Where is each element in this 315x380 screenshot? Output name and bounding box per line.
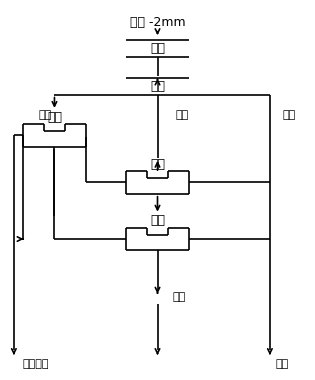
Text: 中矿: 中矿 xyxy=(176,109,189,120)
Text: 精选: 精选 xyxy=(150,214,165,228)
Text: 原矿 -2mm: 原矿 -2mm xyxy=(130,16,185,28)
Text: 尾矿: 尾矿 xyxy=(282,109,295,120)
Text: 精选: 精选 xyxy=(47,111,62,124)
Text: 中矿: 中矿 xyxy=(173,293,186,302)
Text: 重选精矿: 重选精矿 xyxy=(22,358,49,369)
Text: 精选: 精选 xyxy=(150,158,165,171)
Text: 精矿: 精矿 xyxy=(38,109,52,120)
Text: 重选: 重选 xyxy=(150,80,165,93)
Text: 磨矿: 磨矿 xyxy=(150,42,165,55)
Text: 尾矿: 尾矿 xyxy=(276,358,289,369)
